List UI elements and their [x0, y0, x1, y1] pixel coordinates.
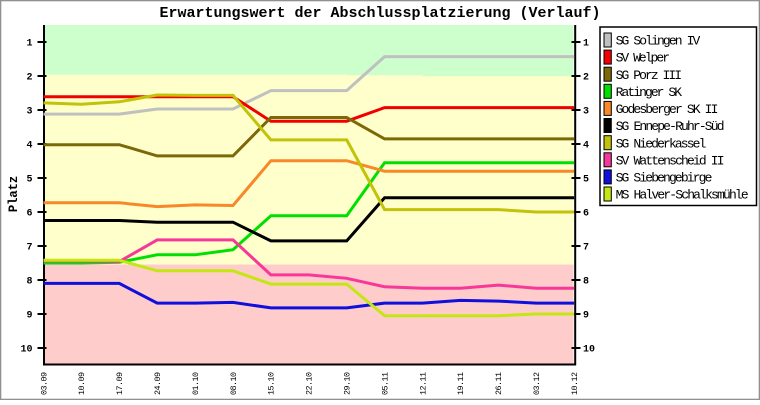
svg-text:SG Siebengebirge: SG Siebengebirge: [616, 171, 713, 186]
svg-text:17.09: 17.09: [115, 372, 125, 395]
svg-text:10: 10: [20, 344, 32, 355]
svg-text:MS Halver-Schalksmühle: MS Halver-Schalksmühle: [616, 188, 749, 203]
svg-text:01.10: 01.10: [191, 372, 201, 395]
svg-text:24.09: 24.09: [153, 372, 163, 395]
svg-text:9: 9: [26, 310, 32, 321]
svg-text:Platz: Platz: [7, 176, 21, 213]
svg-text:03.12: 03.12: [532, 372, 542, 395]
svg-text:19.11: 19.11: [456, 372, 466, 395]
svg-text:4: 4: [26, 140, 32, 151]
svg-text:4: 4: [583, 140, 589, 151]
svg-text:8: 8: [583, 276, 589, 287]
svg-text:Ratinger SK: Ratinger SK: [616, 85, 683, 100]
svg-text:08.10: 08.10: [229, 372, 239, 395]
svg-text:29.10: 29.10: [343, 372, 353, 395]
svg-text:10.09: 10.09: [77, 372, 87, 395]
svg-text:6: 6: [26, 208, 32, 219]
svg-text:3: 3: [26, 106, 32, 117]
svg-text:15.10: 15.10: [267, 372, 277, 395]
svg-text:03.09: 03.09: [39, 372, 49, 395]
svg-text:6: 6: [583, 208, 589, 219]
svg-text:10: 10: [583, 344, 595, 355]
svg-text:8: 8: [26, 276, 32, 287]
svg-text:5: 5: [26, 174, 32, 185]
svg-text:SV Wattenscheid II: SV Wattenscheid II: [616, 153, 725, 168]
svg-text:SV Welper: SV Welper: [616, 51, 670, 66]
svg-text:05.11: 05.11: [380, 372, 390, 395]
svg-text:9: 9: [583, 310, 589, 321]
svg-text:SG Solingen IV: SG Solingen IV: [616, 34, 701, 49]
svg-text:7: 7: [583, 242, 589, 253]
svg-text:26.11: 26.11: [494, 372, 504, 395]
svg-text:22.10: 22.10: [305, 372, 315, 395]
svg-text:Godesberger SK II: Godesberger SK II: [616, 102, 719, 117]
svg-text:10.12: 10.12: [570, 372, 580, 395]
svg-text:3: 3: [583, 106, 589, 117]
svg-text:1: 1: [583, 38, 589, 49]
svg-text:1: 1: [26, 38, 32, 49]
svg-text:12.11: 12.11: [418, 372, 428, 395]
svg-text:SG Ennepe-Ruhr-Süd: SG Ennepe-Ruhr-Süd: [616, 119, 725, 134]
svg-text:2: 2: [583, 72, 589, 83]
svg-text:SG Porz III: SG Porz III: [616, 68, 683, 83]
svg-text:SG Niederkassel: SG Niederkassel: [616, 136, 707, 151]
svg-text:Erwartungswert der Abschlusspl: Erwartungswert der Abschlussplatzierung …: [160, 5, 601, 22]
svg-text:2: 2: [26, 72, 32, 83]
svg-text:5: 5: [583, 174, 589, 185]
svg-text:7: 7: [26, 242, 32, 253]
